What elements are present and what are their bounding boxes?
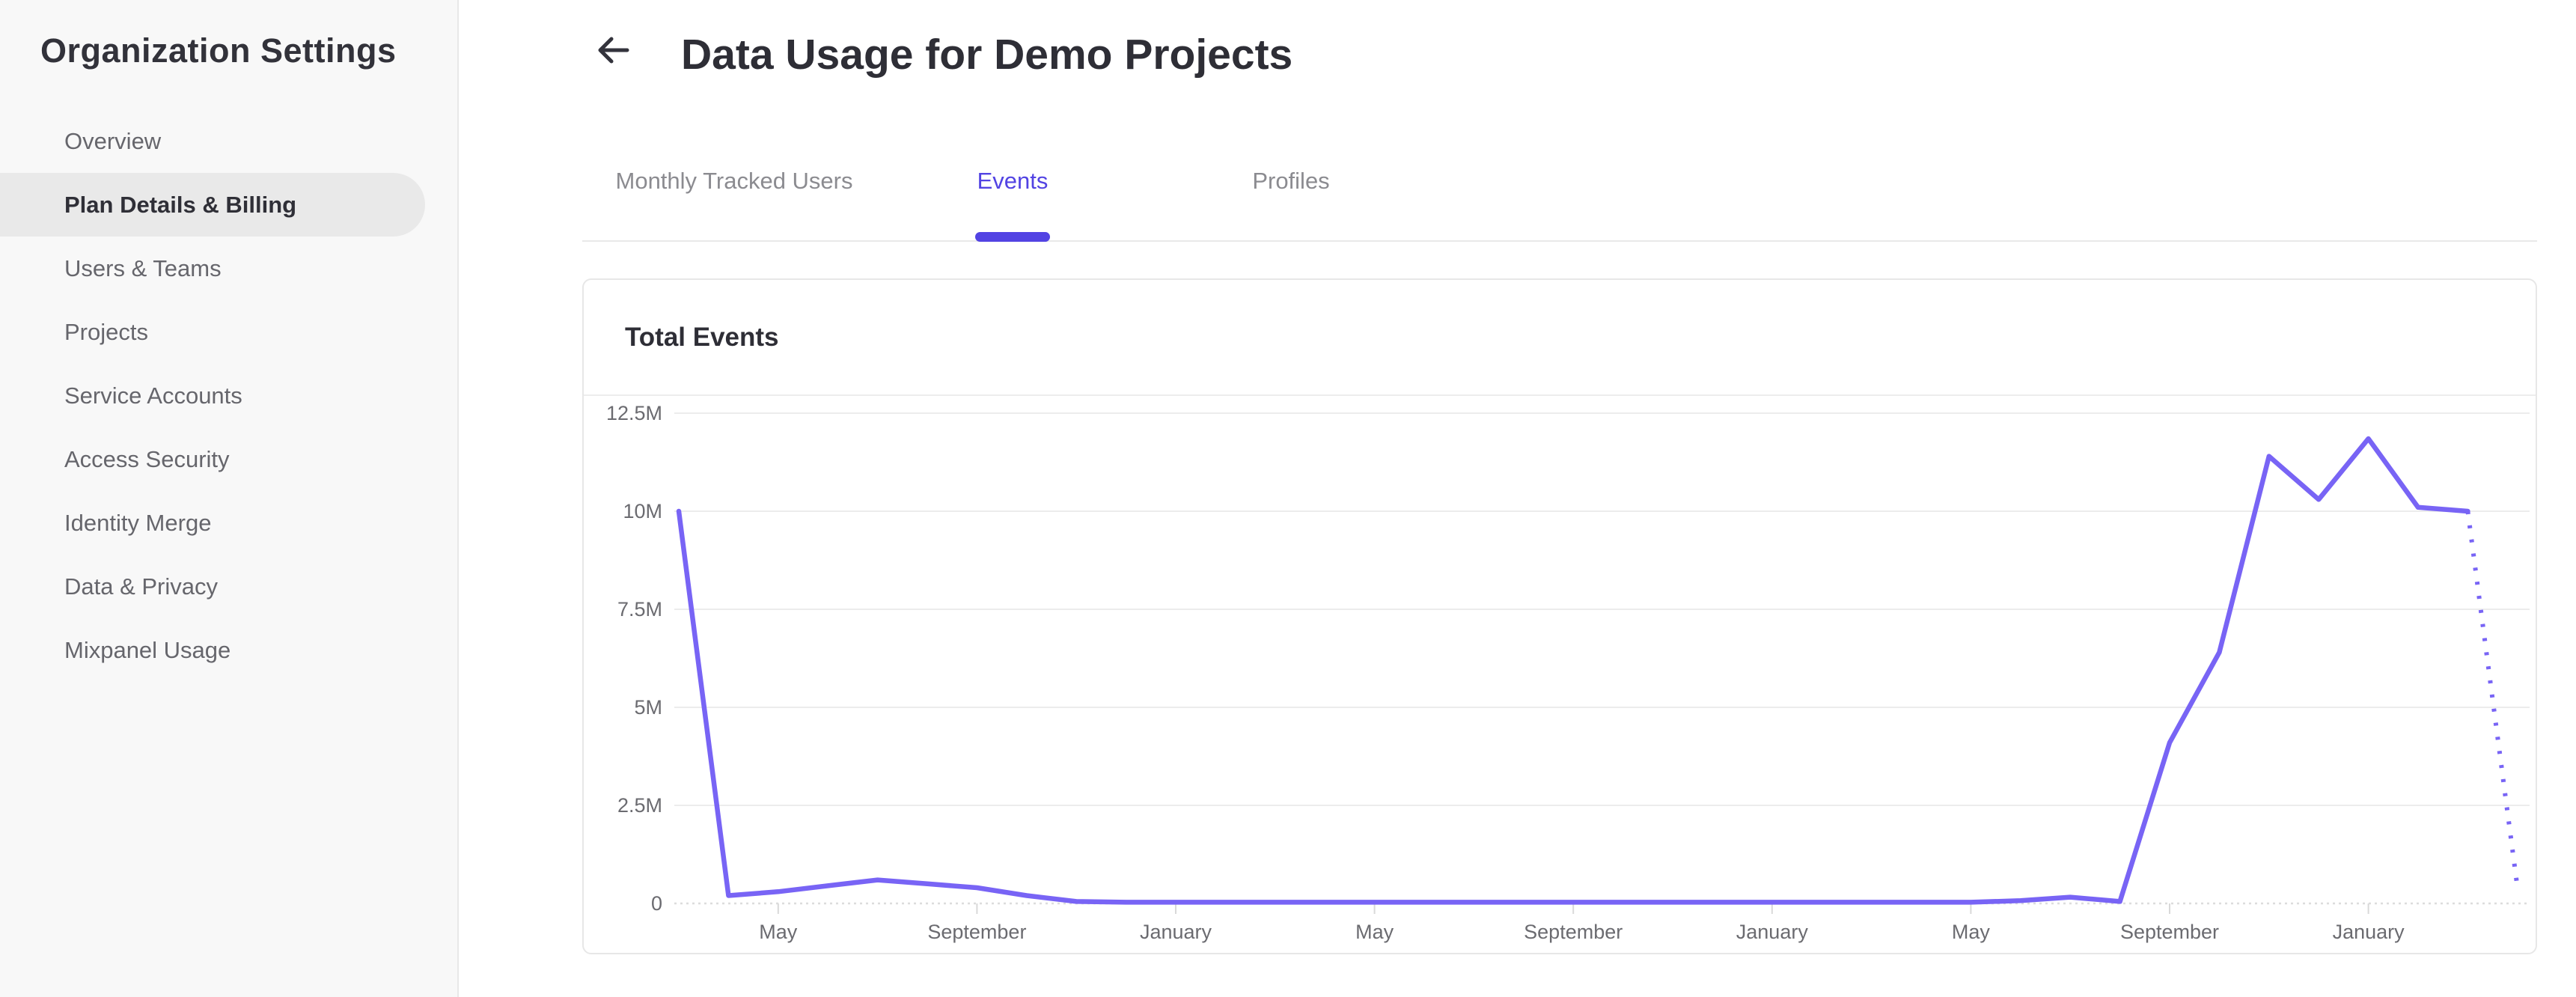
tab-label: Profiles (1252, 168, 1330, 194)
total-events-line (676, 436, 2470, 905)
tabs-bar: Monthly Tracked Users Events Profiles (582, 157, 2537, 242)
sidebar-item-mixpanel-usage[interactable]: Mixpanel Usage (0, 618, 425, 682)
total-events-chart: 0 2.5M 5M 7.5M 10M 12.5M May September January Ma… (584, 396, 2536, 953)
sidebar-nav: Overview Plan Details & Billing Users & Te… (0, 109, 459, 682)
x-axis-label: May (1952, 921, 1991, 943)
y-axis-label: 2.5M (617, 794, 662, 817)
y-axis-label: 10M (623, 500, 662, 522)
arrow-left-icon (595, 31, 632, 73)
sidebar-item-label: Users & Teams (64, 254, 222, 281)
total-events-projected-line (2465, 510, 2520, 888)
sidebar-item-overview[interactable]: Overview (0, 109, 425, 173)
x-axis-label: September (927, 921, 1026, 943)
sidebar-item-projects[interactable]: Projects (0, 300, 425, 364)
x-axis-label: May (1355, 921, 1394, 943)
y-axis-label: 7.5M (617, 598, 662, 621)
x-axis-label: May (759, 921, 798, 943)
sidebar-item-access-security[interactable]: Access Security (0, 427, 425, 491)
sidebar-item-label: Access Security (64, 445, 230, 472)
sidebar-item-data-and-privacy[interactable]: Data & Privacy (0, 555, 425, 618)
sidebar-item-plan-details-and-billing[interactable]: Plan Details & Billing (0, 173, 425, 237)
sidebar-item-label: Mixpanel Usage (64, 636, 231, 663)
tab-label: Events (977, 168, 1049, 194)
x-axis-label: January (2333, 921, 2405, 943)
back-button[interactable] (595, 33, 632, 70)
x-axis-label: September (2120, 921, 2219, 943)
sidebar-item-label: Service Accounts (64, 382, 242, 409)
sidebar-item-label: Identity Merge (64, 509, 212, 536)
tab-events[interactable]: Events (873, 157, 1152, 242)
sidebar: Organization Settings Overview Plan Detai… (0, 0, 459, 997)
sidebar-title: Organization Settings (40, 31, 397, 70)
x-axis-label: January (1736, 921, 1809, 943)
active-tab-underline (975, 232, 1050, 242)
card-header: Total Events (584, 280, 2536, 396)
sidebar-item-users-and-teams[interactable]: Users & Teams (0, 237, 425, 300)
sidebar-item-label: Projects (64, 318, 148, 345)
sidebar-item-label: Overview (64, 127, 162, 154)
x-axis-label: September (1524, 921, 1623, 943)
tab-profiles[interactable]: Profiles (1152, 157, 1430, 240)
main-content: Data Usage for Demo Projects Monthly Tra… (459, 0, 2576, 997)
sidebar-item-label: Data & Privacy (64, 573, 219, 600)
y-axis-label: 5M (634, 696, 662, 719)
y-axis-label: 12.5M (606, 402, 662, 424)
tab-label: Monthly Tracked Users (615, 168, 853, 194)
sidebar-item-label: Plan Details & Billing (64, 191, 297, 218)
page-title: Data Usage for Demo Projects (681, 31, 1293, 79)
sidebar-item-service-accounts[interactable]: Service Accounts (0, 364, 425, 427)
total-events-card: Total Events 0 2.5M 5M 7.5M 10M 12.5M May Septe… (582, 278, 2537, 954)
sidebar-item-identity-merge[interactable]: Identity Merge (0, 491, 425, 555)
card-title: Total Events (625, 322, 779, 352)
y-axis-label: 0 (651, 892, 662, 915)
tab-monthly-tracked-users[interactable]: Monthly Tracked Users (595, 157, 873, 240)
x-axis-label: January (1140, 921, 1212, 943)
